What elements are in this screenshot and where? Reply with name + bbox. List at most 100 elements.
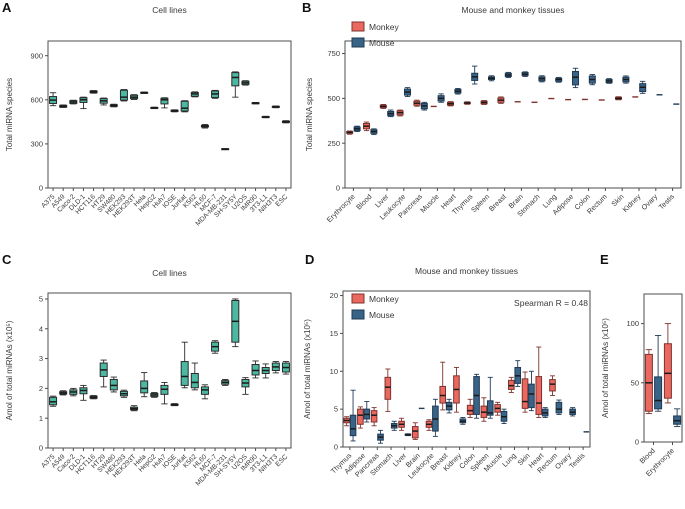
box-Muscle-Mouse (500, 408, 508, 424)
box-Heart-Mouse (541, 407, 549, 418)
box-Liver-Monkey (379, 104, 387, 109)
box-Erythrocyte-Mouse (673, 408, 682, 428)
box-3T3-L1 (261, 115, 270, 119)
box-NIH3T3 (271, 105, 280, 109)
box-ESC (281, 361, 290, 375)
box-SH-SY5Y (231, 298, 240, 348)
box-Blood-Monkey (644, 349, 653, 415)
box-Colon-Mouse (473, 373, 480, 419)
plot-frame (643, 293, 683, 443)
box-Spleen-Monkey (480, 100, 488, 105)
box-HCT116 (89, 395, 98, 400)
box-HL60 (200, 384, 209, 400)
box-Rectum-Mouse (605, 78, 613, 84)
box-U2OS (241, 80, 250, 86)
box-MDA-MB-231 (221, 148, 230, 151)
box-IOSE (170, 403, 179, 407)
box-K562 (190, 91, 199, 98)
x-tick-label: Erythrocyte (325, 192, 357, 224)
spearman-annotation: Spearman R = 0.48 (514, 298, 588, 308)
box-Heart-Mouse (454, 88, 462, 95)
box-Skin-Mouse (622, 75, 630, 84)
legend-swatch-mouse (351, 309, 365, 320)
box-ESC (281, 120, 290, 124)
box-Spleen-Monkey (480, 397, 488, 422)
y-tick-label: 1 (39, 414, 43, 423)
box-Leukocyte-Monkey (396, 109, 404, 117)
box-A375 (49, 395, 58, 407)
legend-label-mouse: Mouse (369, 310, 395, 320)
box-NIH3T3 (271, 361, 280, 374)
legend-label-mouse: Mouse (369, 38, 395, 48)
box-A549 (59, 104, 68, 108)
box-Stomach-Monkey (384, 368, 392, 412)
box-Kidney-Mouse (459, 417, 467, 425)
box-Erythrocyte-Monkey (663, 323, 672, 404)
box-Lung-Mouse (555, 76, 563, 83)
box-Colon-Monkey (466, 398, 474, 418)
x-tick-label: Testis (657, 192, 677, 212)
x-tick-label: Breast (487, 192, 508, 213)
y-tick-label: 5 (39, 295, 43, 304)
box-HEK293 (119, 389, 128, 398)
y-tick-label: 300 (30, 140, 43, 149)
box-Pancreas-Mouse (377, 429, 384, 444)
box-Caco-2 (69, 387, 78, 397)
y-tick-label: 100 (626, 319, 639, 328)
box-Thymus-Monkey (463, 101, 471, 105)
y-tick-label: 10 (330, 367, 338, 376)
y-tick-label: 3 (39, 354, 43, 363)
y-tick-label: 2 (39, 384, 43, 393)
box-U2OS (241, 377, 250, 395)
box-Blood-Mouse (654, 334, 663, 412)
y-tick-label: 0 (334, 443, 338, 452)
box-3T3-L1 (261, 363, 270, 379)
panel-a-letter: A (2, 0, 12, 15)
box-Pancreas-Mouse (420, 101, 428, 111)
box-SH-SY5Y (231, 71, 240, 98)
box-Jurkat (180, 100, 189, 113)
plot-frame (342, 290, 591, 448)
box-Liver-Mouse (404, 433, 412, 437)
box-Lung-Mouse (514, 360, 522, 387)
y-tick-label: 0 (39, 444, 43, 453)
box-Kidney-Monkey (453, 367, 460, 413)
panel-b: B Mouse and monkey tissues Total miRNA sp… (300, 0, 685, 250)
chart-title: Mouse and monkey tissues (415, 266, 518, 276)
y-tick-label: 20 (330, 291, 338, 300)
box-Breast-Mouse (504, 71, 512, 79)
chart-title: Mouse and monkey tissues (462, 5, 565, 15)
box-Skin-Monkey (521, 371, 529, 413)
box-Heart-Monkey (447, 101, 454, 107)
box-Jurkat (180, 341, 189, 389)
box-Adipose-Mouse (572, 67, 579, 89)
box-HT29 (99, 97, 108, 106)
box-DLD-1 (79, 384, 88, 401)
boxplot-tissues-species: Mouse and monkey tissues Total miRNA spec… (305, 5, 682, 224)
box-Kidney-Mouse (639, 80, 647, 94)
y-axis-label: Amol of total miRNAs (x10⁵) (303, 319, 312, 419)
legend-label-monkey: Monkey (369, 22, 400, 32)
box-Blood-Mouse (370, 128, 378, 136)
plot-frame (47, 40, 292, 189)
box-HepG2 (150, 106, 159, 110)
legend-label-monkey: Monkey (369, 294, 400, 304)
box-HEK293T (130, 94, 139, 100)
box-SW480 (109, 103, 118, 108)
panel-c: C Cell lines Amol of total miRNAs (x10⁵) 0… (0, 252, 300, 509)
box-Pancreas-Monkey (413, 99, 421, 107)
y-axis-label: Total miRNA species (5, 78, 14, 151)
box-Hela (140, 372, 149, 398)
box-K562 (190, 362, 199, 391)
box-IMR90 (251, 101, 260, 105)
box-MDA-MB-231 (221, 378, 230, 386)
box-Muscle-Monkey (494, 401, 501, 416)
chart-title: Cell lines (152, 5, 187, 15)
boxplot-blood-erythrocyte-amount: Amol of total miRNAs (x10⁵)050100BloodEr… (601, 293, 683, 478)
box-Breast-Mouse (445, 398, 453, 414)
y-tick-label: 0 (336, 184, 340, 193)
box-SW480 (109, 376, 118, 393)
box-Heart-Monkey (535, 346, 543, 418)
panel-e: E Amol of total miRNAs (x10⁵) 0 50 100 Blood… (595, 252, 685, 509)
